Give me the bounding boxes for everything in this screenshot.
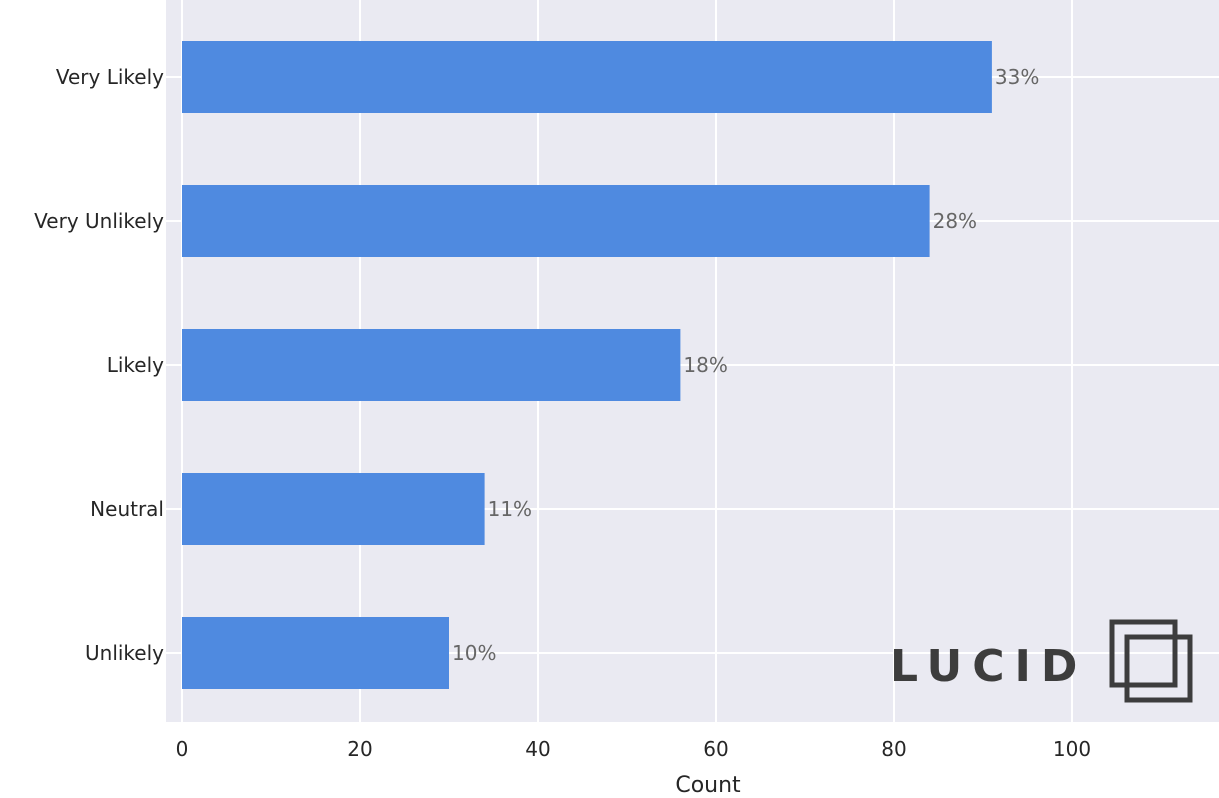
bar-very-likely: [182, 41, 992, 113]
x-tick-label: 20: [347, 737, 372, 761]
x-tick-label: 80: [881, 737, 906, 761]
data-label: 28%: [933, 209, 977, 233]
y-tick-label: Likely: [107, 353, 164, 377]
lucid-logo: LUCID: [890, 619, 1193, 703]
x-tick-labels: 0 20 40 60 80 100: [176, 737, 1091, 761]
data-label: 18%: [683, 353, 727, 377]
y-tick-label: Unlikely: [85, 641, 164, 665]
x-tick-label: 60: [703, 737, 728, 761]
x-tick-label: 100: [1053, 737, 1091, 761]
bar-very-unlikely: [182, 185, 930, 257]
data-label: 10%: [452, 641, 496, 665]
logo-text: LUCID: [890, 641, 1087, 692]
data-label: 11%: [488, 497, 532, 521]
y-tick-label: Very Unlikely: [34, 209, 164, 233]
logo-squares-icon: [1109, 619, 1193, 703]
y-tick-labels: Very Likely Very Unlikely Likely Neutral Unl…: [34, 65, 164, 665]
bars: [182, 41, 992, 689]
y-tick-label: Very Likely: [56, 65, 164, 89]
x-tick-label: 0: [176, 737, 189, 761]
bar-likely: [182, 329, 681, 401]
x-tick-label: 40: [525, 737, 550, 761]
data-labels: 33% 28% 18% 11% 10%: [452, 65, 1039, 665]
data-label: 33%: [995, 65, 1039, 89]
bar-neutral: [182, 473, 485, 545]
bar-unlikely: [182, 617, 449, 689]
x-axis-label: Count: [675, 773, 741, 798]
y-tick-label: Neutral: [90, 497, 164, 521]
